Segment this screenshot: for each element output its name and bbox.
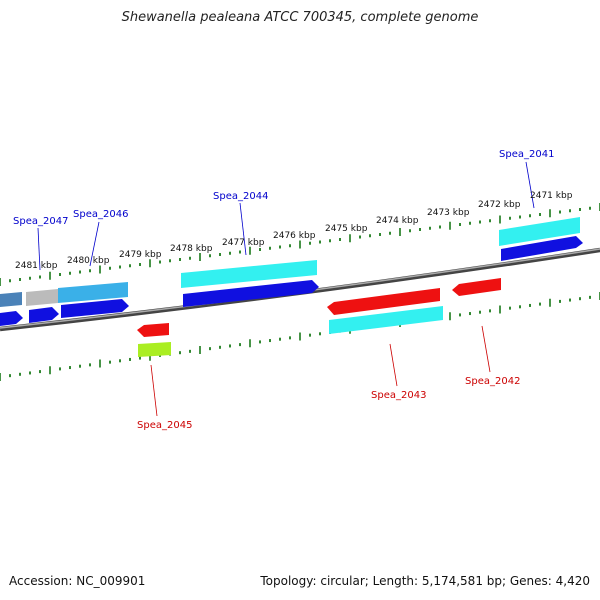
tick-label: 2475 kbp: [325, 224, 368, 234]
gene-label-spea-2041[interactable]: Spea_2041: [499, 149, 554, 160]
gene-label-spea-2044[interactable]: Spea_2044: [213, 191, 268, 202]
feature-cyan-2043[interactable]: [329, 306, 443, 334]
map-title: Shewanella pealeana ATCC 700345, complet…: [121, 10, 479, 25]
tick-label: 2473 kbp: [427, 208, 470, 218]
gene-label-spea-2042[interactable]: Spea_2042: [465, 376, 520, 387]
cds-arrow-2047[interactable]: [0, 311, 23, 326]
tick-label: 2474 kbp: [376, 216, 419, 226]
cds-arrow-2046[interactable]: [61, 299, 129, 318]
cds-arrow-2045[interactable]: [137, 323, 169, 337]
feature-cyan-2046[interactable]: [58, 282, 128, 303]
tick-label: 2478 kbp: [170, 244, 213, 254]
gene-label-spea-2046[interactable]: Spea_2046: [73, 209, 128, 220]
cds-arrow-2041[interactable]: [501, 236, 583, 261]
tick-label: 2481 kbp: [15, 261, 58, 271]
tick-label: 2479 kbp: [119, 250, 162, 260]
genome-summary-text: Topology: circular; Length: 5,174,581 bp…: [260, 574, 590, 588]
tick-label: 2480 kbp: [67, 256, 110, 266]
cds-arrow-2046a[interactable]: [29, 307, 59, 323]
cds-arrow-2043[interactable]: [327, 288, 440, 315]
tick-label: 2477 kbp: [222, 238, 265, 248]
tick-label: 2471 kbp: [530, 191, 573, 201]
outer-tick-ring: [0, 203, 600, 286]
gene-label-spea-2043[interactable]: Spea_2043: [371, 390, 426, 401]
gene-label-spea-2047[interactable]: Spea_2047: [13, 216, 68, 227]
tick-label: 2476 kbp: [273, 231, 316, 241]
gene-label-spea-2045[interactable]: Spea_2045: [137, 420, 192, 431]
tick-label: 2472 kbp: [478, 200, 521, 210]
feature-cyan-2041[interactable]: [499, 217, 580, 246]
label-leaders: [37, 161, 535, 417]
feature-grey[interactable]: [26, 289, 58, 306]
cds-arrow-2042[interactable]: [452, 278, 501, 296]
feature-lime-2045[interactable]: [138, 342, 171, 357]
feature-cyan-2044[interactable]: [181, 260, 317, 288]
accession-text: Accession: NC_009901: [9, 574, 146, 588]
cds-arrow-2044[interactable]: [183, 280, 319, 307]
feature-steel-left[interactable]: [0, 292, 22, 307]
